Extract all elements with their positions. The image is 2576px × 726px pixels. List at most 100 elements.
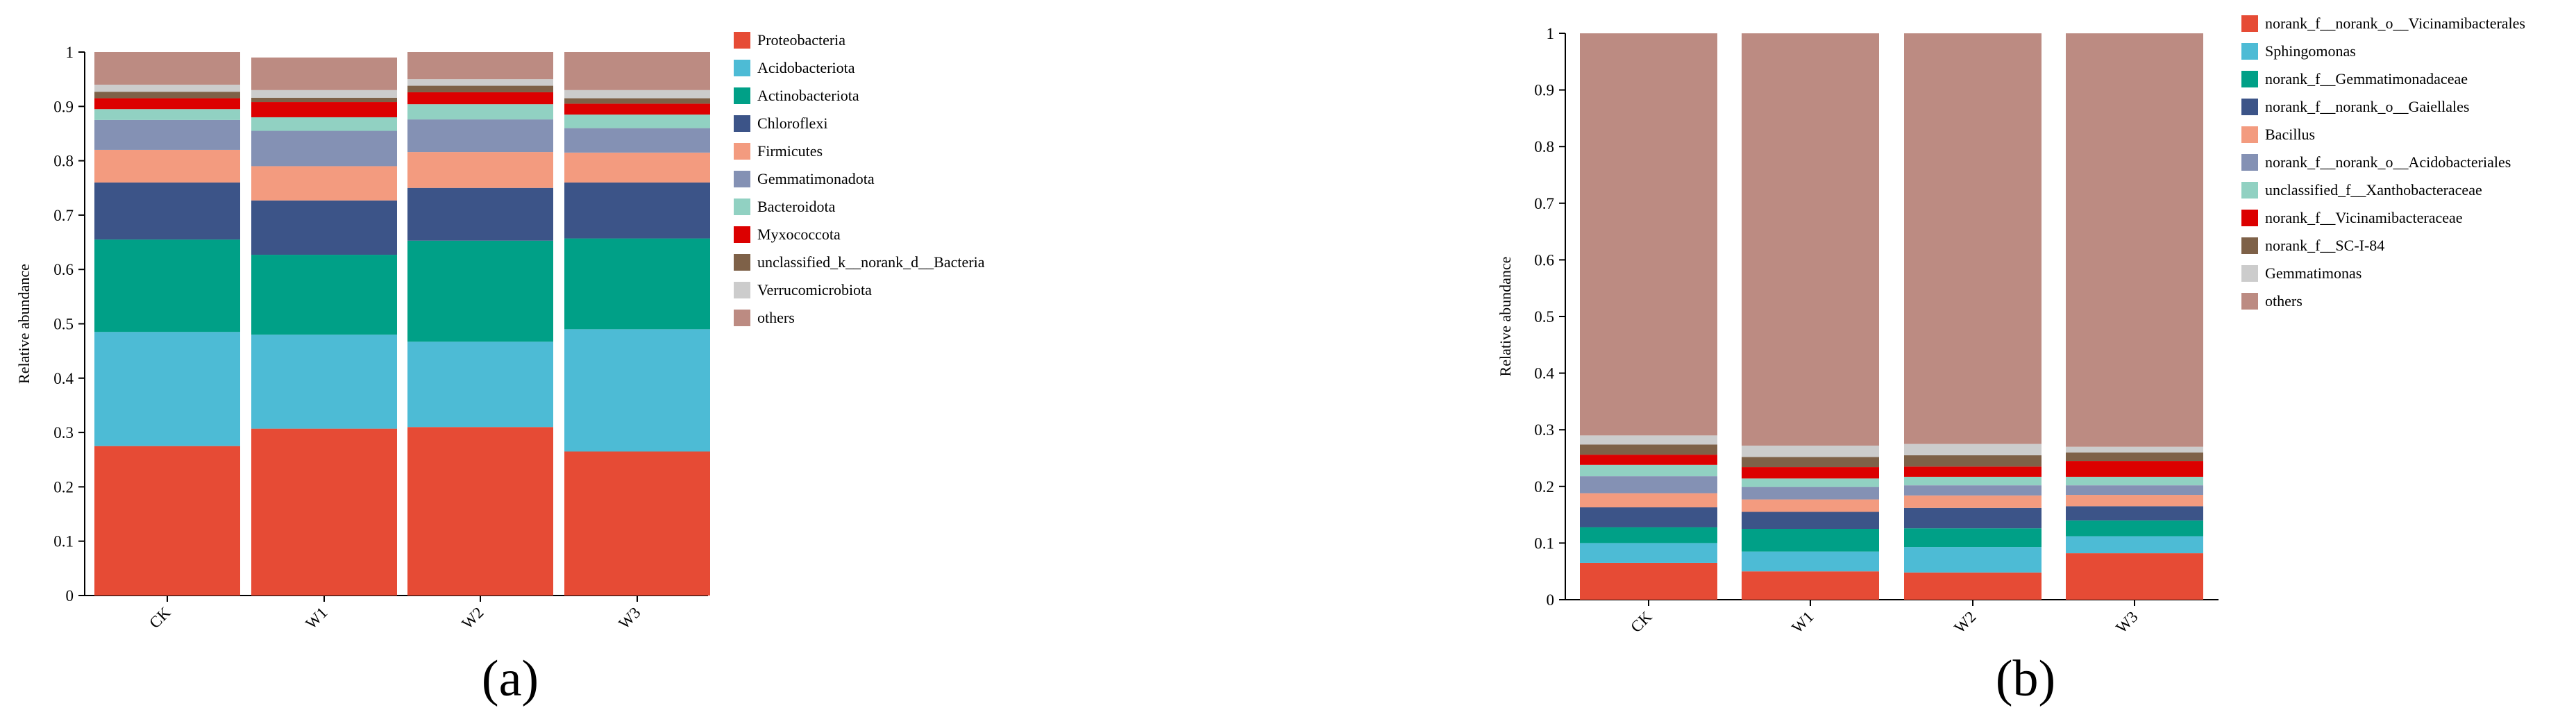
y-tick-label: 0 — [1547, 591, 1555, 609]
legend-swatch — [734, 171, 750, 187]
bar-segment-firmicutes-ck — [94, 149, 240, 183]
x-tick-label-w3: W3 — [615, 604, 643, 632]
bar-segment-sphingomonas-w1 — [1742, 551, 1879, 572]
bar-segment-norank-f-vicinamibacteraceae-ck — [1580, 455, 1717, 465]
x-tick-label-w1: W1 — [302, 604, 330, 632]
bar-segment-unclassified-f-xanthobacteraceae-w3 — [2066, 476, 2203, 486]
bar-segment-norank-f-gemmatimonadaceae-w1 — [1742, 529, 1879, 552]
bar-segment-verrucomicrobiota-w2 — [407, 79, 553, 86]
bar-segment-verrucomicrobiota-ck — [94, 84, 240, 92]
bar-segment-norank-f-norank-o-vicinamibacterales-ck — [1580, 562, 1717, 600]
legend-label: Actinobacteriota — [757, 87, 859, 104]
y-tick-label: 0.1 — [1534, 534, 1554, 552]
legend-label: norank_f__Vicinamibacteraceae — [2265, 209, 2463, 226]
legend-swatch — [2241, 99, 2258, 115]
bar-segment-unclassified-k-norank-d-bacteria-ck — [94, 92, 240, 99]
legend-label: Verrucomicrobiota — [757, 281, 872, 298]
bar-segment-sphingomonas-ck — [1580, 543, 1717, 563]
legend-label: Proteobacteria — [757, 31, 845, 49]
bar-segment-bacillus-w3 — [2066, 495, 2203, 507]
legend-swatch — [2241, 154, 2258, 171]
bar-segment-sphingomonas-w3 — [2066, 536, 2203, 554]
bar-segment-actinobacteriota-w1 — [251, 255, 397, 335]
bar-segment-norank-f-norank-o-vicinamibacterales-w3 — [2066, 553, 2203, 600]
legend-swatch — [734, 310, 750, 326]
y-tick-label: 0.2 — [53, 478, 74, 496]
bar-segment-bacteroidota-w3 — [564, 115, 710, 128]
bar-segment-gemmatimonadota-w1 — [251, 130, 397, 167]
x-tick-label-w2: W2 — [1951, 608, 1979, 636]
legend-label: unclassified_f__Xanthobacteraceae — [2265, 181, 2482, 199]
legend-swatch — [734, 32, 750, 49]
bar-segment-chloroflexi-w2 — [407, 187, 553, 241]
panel-label: (a) — [482, 650, 539, 707]
x-tick-label-ck: CK — [1627, 608, 1656, 636]
bar-segment-norank-f-gemmatimonadaceae-ck — [1580, 527, 1717, 543]
bar-segment-others-w3 — [564, 52, 710, 90]
legend-label: Firmicutes — [757, 142, 823, 160]
bar-segment-verrucomicrobiota-w1 — [251, 90, 397, 98]
panel-a-chart: 0 0.1 0.2 0.3 0.4 0.5 0.6 0.7 0.8 0.9 1 Relative ab… — [15, 31, 985, 707]
bar-segment-chloroflexi-w1 — [251, 200, 397, 255]
bar-segment-unclassified-k-norank-d-bacteria-w1 — [251, 97, 397, 103]
bar-segment-norank-f-norank-o-vicinamibacterales-w2 — [1904, 572, 2042, 600]
bar-segment-proteobacteria-w1 — [251, 428, 397, 596]
bar-segment-firmicutes-w1 — [251, 166, 397, 201]
bar-segment-unclassified-k-norank-d-bacteria-w3 — [564, 98, 710, 104]
y-tick-label: 1 — [66, 44, 74, 61]
y-tick-label: 0.3 — [53, 424, 74, 441]
panel-label: (b) — [1996, 650, 2055, 707]
bar-segment-norank-f-norank-o-acidobacteriales-w1 — [1742, 487, 1879, 500]
bar-segment-acidobacteriota-w1 — [251, 335, 397, 429]
y-tick-label: 0.4 — [53, 370, 74, 387]
y-tick-label: 0.3 — [1534, 421, 1554, 439]
bar-segment-unclassified-f-xanthobacteraceae-w2 — [1904, 476, 2042, 486]
bar-segment-actinobacteriota-w3 — [564, 238, 710, 330]
bar-segment-norank-f-norank-o-acidobacteriales-w3 — [2066, 485, 2203, 496]
bar-segment-sphingomonas-w2 — [1904, 547, 2042, 573]
bar-segment-gemmatimonas-ck — [1580, 435, 1717, 445]
legend-swatch — [2241, 265, 2258, 282]
legend-label: Myxococcota — [757, 226, 841, 243]
x-tick-label-w3: W3 — [2112, 608, 2141, 636]
legend-swatch — [734, 60, 750, 76]
y-tick-label: 0 — [66, 587, 74, 605]
bar-segment-actinobacteriota-w2 — [407, 240, 553, 342]
legend-label: Gemmatimonas — [2265, 264, 2362, 282]
y-tick-label: 1 — [1547, 25, 1555, 42]
y-tick-label: 0.6 — [53, 261, 74, 278]
legend-label: Sphingomonas — [2265, 42, 2356, 60]
bar-segment-proteobacteria-w3 — [564, 451, 710, 596]
bar-segment-norank-f-norank-o-gaiellales-w3 — [2066, 506, 2203, 521]
y-tick-label: 0.7 — [53, 207, 74, 224]
legend-swatch — [2241, 237, 2258, 254]
bar-segment-others-ck — [94, 52, 240, 85]
bar-segment-myxococcota-ck — [94, 98, 240, 110]
bar-segment-norank-f-gemmatimonadaceae-w3 — [2066, 520, 2203, 537]
bar-segment-others-ck — [1580, 33, 1717, 436]
y-axis-title: Relative abundance — [1497, 257, 1514, 377]
bar-segment-norank-f-norank-o-gaiellales-w1 — [1742, 512, 1879, 529]
legend-swatch — [2241, 71, 2258, 87]
bar-segment-myxococcota-w1 — [251, 102, 397, 117]
bar-segment-norank-f-norank-o-acidobacteriales-w2 — [1904, 485, 2042, 496]
x-tick-label-ck: CK — [146, 604, 174, 632]
legend-swatch — [2241, 182, 2258, 199]
legend-label: Bacteroidota — [757, 198, 836, 215]
panel-b-chart: 0 0.1 0.2 0.3 0.4 0.5 0.6 0.7 0.8 0.9 1 Relative ab… — [1497, 15, 2525, 707]
bar-segment-chloroflexi-ck — [94, 182, 240, 240]
legend-label: norank_f__Gemmatimonadaceae — [2265, 70, 2468, 87]
legend-label: Chloroflexi — [757, 115, 827, 132]
bar-segment-norank-f-gemmatimonadaceae-w2 — [1904, 528, 2042, 548]
legend-label: norank_f__SC-I-84 — [2265, 237, 2384, 254]
bar-segment-norank-f-vicinamibacteraceae-w3 — [2066, 461, 2203, 477]
y-tick-label: 0.9 — [1534, 82, 1554, 99]
y-tick-label: 0.1 — [53, 533, 74, 550]
bar-segment-bacillus-ck — [1580, 493, 1717, 507]
y-tick-label: 0.5 — [53, 316, 74, 333]
bar-segment-others-w1 — [1742, 33, 1879, 446]
bar-segment-norank-f-sc-i-84-w1 — [1742, 457, 1879, 468]
x-tick-label-w1: W1 — [1788, 608, 1817, 636]
legend-label: unclassified_k__norank_d__Bacteria — [757, 253, 985, 271]
